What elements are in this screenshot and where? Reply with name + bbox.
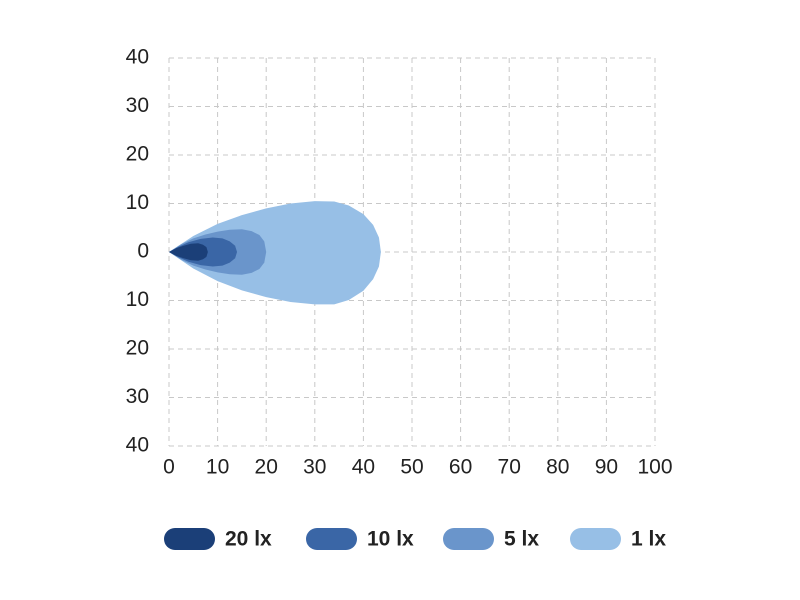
legend-label: 5 lx: [504, 528, 539, 551]
y-tick-label: 30: [126, 94, 149, 117]
x-tick-label: 20: [255, 456, 278, 479]
y-tick-label: 10: [126, 288, 149, 311]
x-tick-label: 70: [498, 456, 521, 479]
y-tick-label: 40: [126, 434, 149, 457]
legend-swatch: [443, 528, 494, 550]
legend-label: 1 lx: [631, 528, 666, 551]
x-tick-label: 10: [206, 456, 229, 479]
y-tick-label: 20: [126, 143, 149, 166]
x-tick-label: 30: [303, 456, 326, 479]
x-tick-label: 100: [637, 456, 672, 479]
x-tick-label: 50: [400, 456, 423, 479]
x-tick-label: 40: [352, 456, 375, 479]
isolux-area: [169, 201, 381, 305]
y-tick-label: 40: [126, 46, 149, 69]
legend-label: 10 lx: [367, 528, 414, 551]
legend-label: 20 lx: [225, 528, 272, 551]
legend-swatch: [164, 528, 215, 550]
y-tick-label: 20: [126, 337, 149, 360]
legend-swatch: [570, 528, 621, 550]
y-tick-label: 10: [126, 191, 149, 214]
legend-swatch: [306, 528, 357, 550]
y-tick-label: 30: [126, 385, 149, 408]
x-tick-label: 60: [449, 456, 472, 479]
y-tick-label: 0: [137, 240, 149, 263]
x-tick-label: 90: [595, 456, 618, 479]
x-tick-label: 80: [546, 456, 569, 479]
x-tick-label: 0: [163, 456, 175, 479]
isolux-area: [169, 243, 208, 261]
